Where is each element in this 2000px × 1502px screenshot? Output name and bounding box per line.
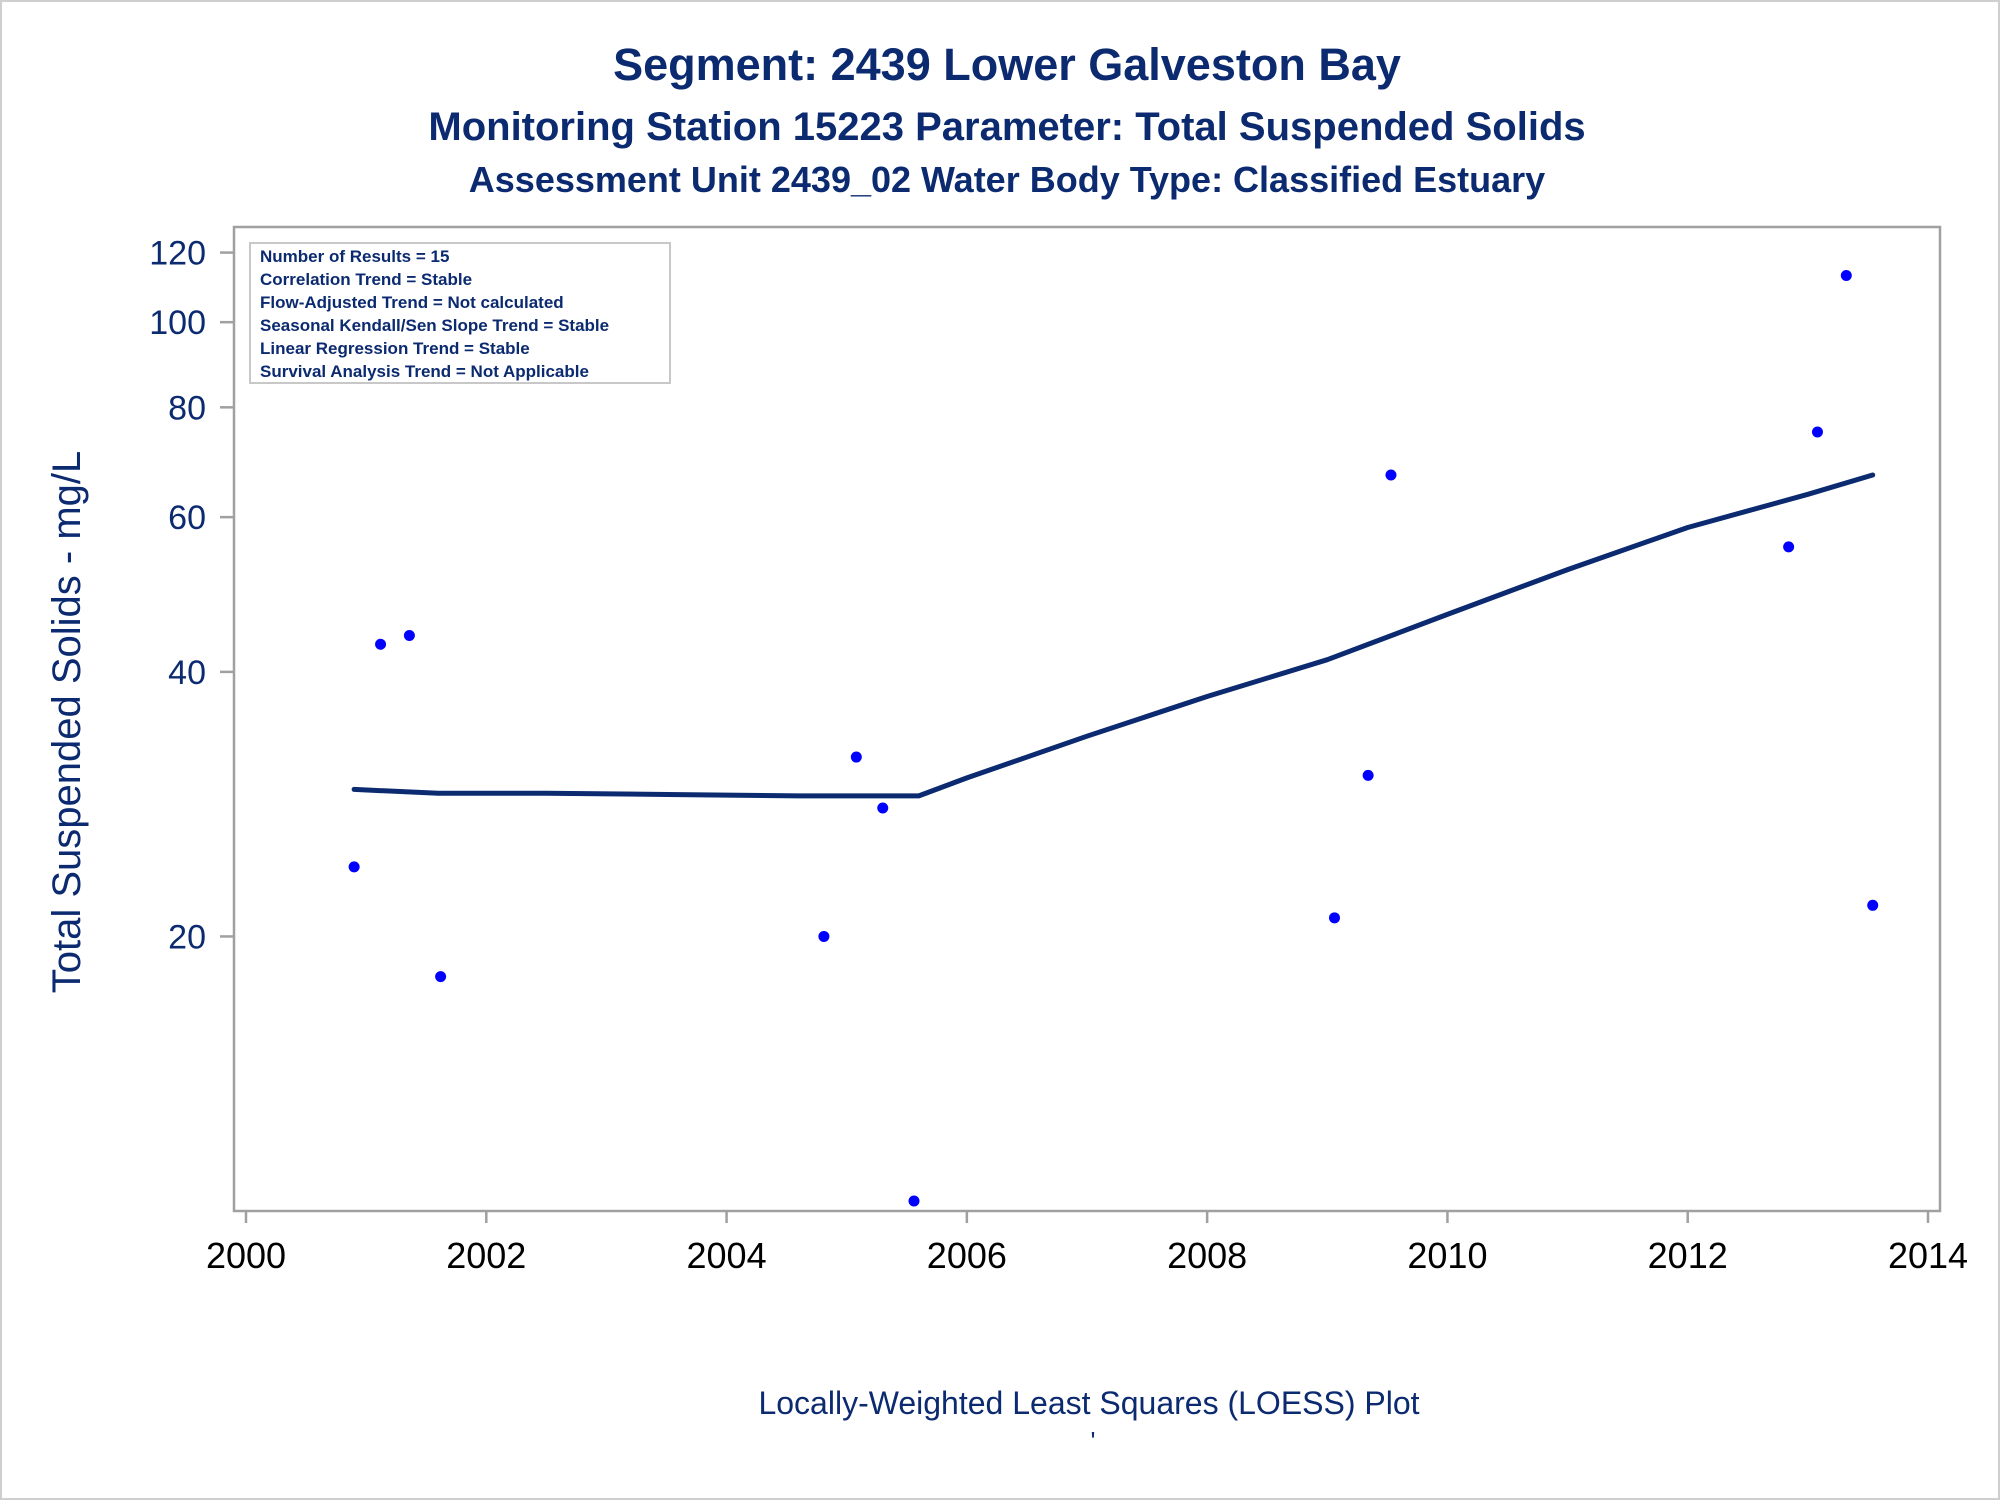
x-tick-label: 2000 xyxy=(206,1235,286,1276)
chart-subtitle-2: Assessment Unit 2439_02 Water Body Type:… xyxy=(469,159,1545,200)
data-point xyxy=(877,802,889,814)
stats-line-linear-regression: Linear Regression Trend = Stable xyxy=(260,339,530,358)
y-tick-label: 20 xyxy=(168,918,206,956)
stats-line-flow-adjusted: Flow-Adjusted Trend = Not calculated xyxy=(260,293,564,312)
y-axis-label: Total Suspended Solids - mg/L xyxy=(45,451,89,994)
stats-line-results: Number of Results = 15 xyxy=(260,247,449,266)
data-point xyxy=(435,971,447,983)
y-tick-label: 100 xyxy=(149,304,206,342)
loess-trend-line xyxy=(351,472,1876,799)
scatter-points xyxy=(348,270,1879,1207)
data-point xyxy=(1811,426,1823,438)
y-tick-label: 60 xyxy=(168,499,206,537)
data-point xyxy=(1328,912,1340,924)
stats-box: Number of Results = 15 Correlation Trend… xyxy=(249,242,671,384)
x-tick-label: 2002 xyxy=(446,1235,526,1276)
y-axis: 20 40 60 80 100 120 xyxy=(149,235,234,956)
x-tick-label: 2006 xyxy=(927,1235,1007,1276)
data-point xyxy=(403,630,415,642)
data-point xyxy=(908,1195,920,1207)
stats-box-frame xyxy=(249,242,671,384)
footnote: Locally-Weighted Least Squares (LOESS) P… xyxy=(758,1385,1419,1421)
data-point xyxy=(1867,899,1879,911)
x-tick-label: 2012 xyxy=(1648,1235,1728,1276)
y-tick-label: 120 xyxy=(149,235,206,273)
data-point xyxy=(818,930,830,942)
y-tick-label: 40 xyxy=(168,654,206,692)
stats-line-survival: Survival Analysis Trend = Not Applicable xyxy=(260,362,589,381)
data-point xyxy=(1362,769,1374,781)
data-point xyxy=(1783,541,1795,553)
x-tick-label: 2008 xyxy=(1167,1235,1247,1276)
y-tick-label: 80 xyxy=(168,389,206,427)
data-point xyxy=(1385,469,1397,481)
data-point xyxy=(850,751,862,763)
chart-title: Segment: 2439 Lower Galveston Bay xyxy=(613,39,1401,90)
stats-line-seasonal-kendall: Seasonal Kendall/Sen Slope Trend = Stabl… xyxy=(260,316,609,335)
data-point xyxy=(1840,270,1852,282)
x-tick-label: 2010 xyxy=(1407,1235,1487,1276)
x-tick-label: 2014 xyxy=(1888,1235,1968,1276)
data-point xyxy=(348,861,360,873)
x-tick-label: 2004 xyxy=(687,1235,767,1276)
chart-subtitle-1: Monitoring Station 15223 Parameter: Tota… xyxy=(428,105,1585,149)
stats-line-correlation: Correlation Trend = Stable xyxy=(260,270,472,289)
footnote-mark: ' xyxy=(1091,1426,1096,1456)
x-axis: 2000 2002 2004 2006 2008 2010 2012 2014 xyxy=(206,1211,1968,1276)
plot-area xyxy=(232,225,1942,1213)
data-point xyxy=(375,638,387,650)
